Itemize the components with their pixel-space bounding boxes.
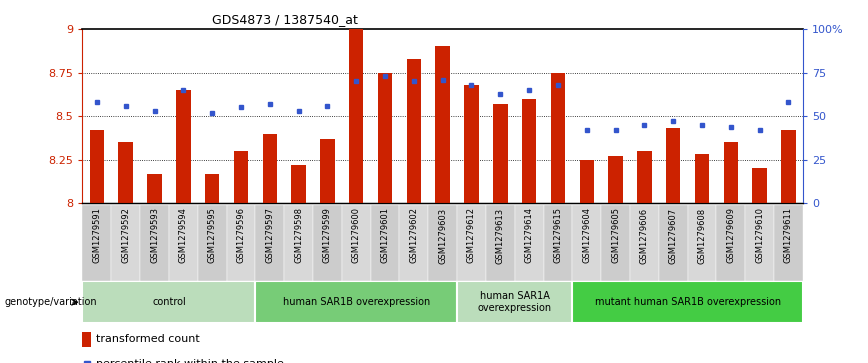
Text: GSM1279613: GSM1279613 — [496, 207, 505, 264]
Bar — [781, 130, 796, 203]
Bar — [82, 281, 255, 323]
Bar — [666, 129, 681, 203]
Text: GSM1279595: GSM1279595 — [207, 207, 217, 263]
Text: GSM1279600: GSM1279600 — [352, 207, 361, 264]
Bar — [82, 333, 91, 347]
Bar — [695, 155, 709, 203]
Bar — [407, 59, 421, 203]
Bar — [313, 205, 342, 281]
Bar — [522, 99, 536, 203]
Text: GSM1279614: GSM1279614 — [524, 207, 534, 264]
Bar — [82, 205, 111, 281]
Text: GSM1279601: GSM1279601 — [380, 207, 390, 264]
Bar — [687, 205, 716, 281]
Bar — [148, 174, 161, 203]
Bar — [371, 205, 399, 281]
Bar — [602, 205, 630, 281]
Text: control: control — [152, 297, 186, 307]
Text: GSM1279610: GSM1279610 — [755, 207, 764, 264]
Text: mutant human SAR1B overexpression: mutant human SAR1B overexpression — [595, 297, 780, 307]
Text: percentile rank within the sample: percentile rank within the sample — [96, 359, 284, 363]
Bar — [580, 160, 594, 203]
Text: GSM1279606: GSM1279606 — [640, 207, 649, 264]
Text: GSM1279594: GSM1279594 — [179, 207, 187, 263]
Bar — [543, 205, 572, 281]
Bar — [572, 281, 803, 323]
Bar — [233, 151, 248, 203]
Text: human SAR1A
overexpression: human SAR1A overexpression — [477, 291, 552, 313]
Text: GSM1279591: GSM1279591 — [92, 207, 102, 263]
Text: GSM1279612: GSM1279612 — [467, 207, 476, 264]
Text: GSM1279607: GSM1279607 — [668, 207, 678, 264]
Bar — [262, 134, 277, 203]
Bar — [176, 90, 191, 203]
Text: GSM1279608: GSM1279608 — [698, 207, 707, 264]
Bar — [378, 73, 392, 203]
Bar — [486, 205, 515, 281]
Bar — [464, 85, 479, 203]
Bar — [292, 165, 306, 203]
Text: transformed count: transformed count — [96, 334, 201, 344]
Bar — [659, 205, 687, 281]
Bar — [572, 205, 602, 281]
Bar — [227, 205, 255, 281]
Bar — [399, 205, 428, 281]
Bar — [436, 46, 450, 203]
Bar — [320, 139, 335, 203]
Text: human SAR1B overexpression: human SAR1B overexpression — [283, 297, 430, 307]
Bar — [774, 205, 803, 281]
Bar — [457, 205, 486, 281]
Bar — [515, 205, 543, 281]
Text: GSM1279592: GSM1279592 — [122, 207, 130, 263]
Text: GSM1279596: GSM1279596 — [236, 207, 246, 264]
Bar — [716, 205, 746, 281]
Text: GSM1279611: GSM1279611 — [784, 207, 793, 264]
Bar — [753, 168, 767, 203]
Text: GSM1279599: GSM1279599 — [323, 207, 332, 263]
Bar — [630, 205, 659, 281]
Text: GSM1279598: GSM1279598 — [294, 207, 303, 264]
Text: GSM1279597: GSM1279597 — [266, 207, 274, 264]
Bar — [342, 205, 371, 281]
Bar — [349, 29, 364, 203]
Bar — [550, 73, 565, 203]
Bar — [746, 205, 774, 281]
Bar — [637, 151, 652, 203]
Text: GSM1279609: GSM1279609 — [727, 207, 735, 264]
Text: GSM1279593: GSM1279593 — [150, 207, 159, 264]
Text: GSM1279615: GSM1279615 — [554, 207, 562, 264]
Bar — [608, 156, 623, 203]
Bar — [140, 205, 169, 281]
Text: GSM1279604: GSM1279604 — [582, 207, 591, 264]
Bar — [118, 142, 133, 203]
Bar — [724, 142, 738, 203]
Bar — [89, 130, 104, 203]
Bar — [255, 205, 284, 281]
Bar — [255, 281, 457, 323]
Text: GSM1279603: GSM1279603 — [438, 207, 447, 264]
Bar — [169, 205, 198, 281]
Bar — [493, 104, 508, 203]
Bar — [205, 174, 220, 203]
Text: GDS4873 / 1387540_at: GDS4873 / 1387540_at — [212, 13, 358, 26]
Bar — [284, 205, 313, 281]
Bar — [111, 205, 140, 281]
Bar — [428, 205, 457, 281]
Bar — [198, 205, 227, 281]
Text: GSM1279605: GSM1279605 — [611, 207, 620, 264]
Text: genotype/variation: genotype/variation — [4, 297, 97, 307]
Text: GSM1279602: GSM1279602 — [410, 207, 418, 264]
Bar — [457, 281, 572, 323]
